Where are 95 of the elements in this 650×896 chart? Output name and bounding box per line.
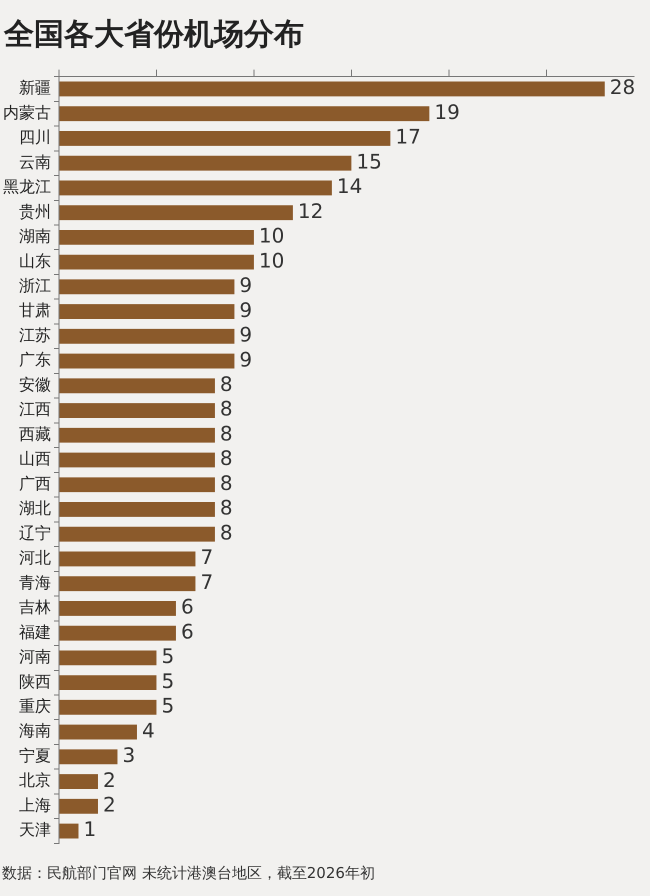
bar: [60, 477, 215, 492]
bar: [60, 403, 215, 418]
data-label: 14: [336, 174, 362, 198]
bar: [60, 328, 234, 344]
bar: [60, 650, 156, 666]
y-tick-label: 西藏: [19, 424, 51, 444]
y-tick-label: 河北: [19, 548, 51, 568]
y-tick-label: 湖北: [19, 498, 51, 518]
bar: [60, 82, 605, 96]
data-label: 28: [610, 75, 636, 100]
data-label: 5: [161, 694, 174, 718]
y-tick-label: 江西: [19, 400, 51, 419]
bar: [60, 798, 98, 814]
y-tick-label: 辽宁: [19, 523, 51, 542]
y-tick-label: 云南: [19, 152, 51, 172]
y-tick-label: 山东: [19, 251, 51, 270]
y-tick-label: 安徽: [19, 374, 51, 394]
data-label: 7: [200, 570, 214, 594]
bar: [60, 626, 176, 641]
data-label: 9: [239, 273, 252, 298]
y-tick-label: 新疆: [19, 78, 51, 98]
data-label: 9: [239, 347, 252, 372]
y-tick-label: 上海: [19, 795, 51, 814]
y-tick-label: 黑龙江: [3, 177, 51, 196]
y-tick-label: 广东: [19, 350, 51, 370]
data-label: 4: [142, 718, 155, 742]
y-tick-label: 福建: [19, 622, 51, 642]
data-label: 8: [220, 396, 233, 421]
y-tick-label: 内蒙古: [3, 102, 51, 122]
data-label: 2: [102, 792, 116, 816]
bar: [60, 526, 215, 542]
bar: [60, 774, 98, 789]
y-tick-label: 贵州: [19, 202, 51, 221]
data-label: 5: [161, 644, 174, 668]
y-tick-label: 北京: [19, 770, 51, 790]
bar: [60, 502, 215, 517]
bar: [60, 354, 234, 368]
bar: [60, 304, 234, 320]
bar: [60, 106, 430, 122]
data-label: 17: [395, 124, 421, 149]
bar: [60, 576, 196, 592]
y-tick-label: 浙江: [19, 276, 51, 296]
data-label: 8: [220, 421, 233, 446]
data-label: 9: [239, 322, 252, 347]
bar: [60, 156, 352, 171]
y-tick-label: 重庆: [19, 696, 51, 716]
y-tick-label: 海南: [19, 721, 51, 740]
bar: [60, 600, 176, 616]
bar: [60, 428, 215, 443]
bar: [60, 724, 137, 740]
data-label: 9: [239, 298, 252, 322]
y-tick-label: 吉林: [19, 598, 51, 617]
data-label: 8: [220, 470, 233, 495]
chart-title: 全国各大省份机场分布: [4, 16, 304, 54]
bar: [60, 452, 215, 468]
bar: [60, 279, 234, 294]
data-label: 6: [180, 619, 194, 644]
data-label: 8: [220, 496, 233, 520]
y-tick-label: 天津: [19, 820, 51, 840]
data-label: 7: [200, 545, 214, 570]
data-label: 3: [122, 743, 136, 768]
data-label: 19: [434, 100, 460, 124]
bar: [60, 700, 156, 715]
y-tick-label: 广西: [19, 474, 51, 493]
text: 数据：民航部门官网 未统计港澳台地区，截至2026年初: [2, 864, 375, 883]
data-label: 10: [258, 248, 284, 272]
bar: [60, 254, 254, 270]
bar: [60, 180, 332, 196]
y-tick-label: 甘肃: [19, 300, 51, 320]
y-tick-label: 湖南: [19, 226, 51, 246]
data-label: 1: [83, 817, 96, 842]
bar: [60, 749, 118, 764]
bar: [60, 205, 293, 220]
bar: [60, 675, 156, 690]
y-tick-label: 山西: [19, 449, 51, 468]
data-label: 8: [220, 446, 233, 470]
bar: [60, 552, 196, 566]
data-label: 10: [258, 224, 284, 248]
bar: [60, 378, 215, 394]
y-tick-label: 宁夏: [19, 746, 51, 765]
y-tick-label: 青海: [19, 572, 51, 592]
bar: [60, 230, 254, 245]
data-label: 8: [220, 520, 233, 544]
bar: [60, 824, 78, 838]
data-label: 8: [220, 372, 233, 396]
data-label: 6: [180, 594, 194, 619]
data-label: 2: [102, 768, 116, 792]
data-label: 12: [298, 198, 324, 223]
bar: [60, 131, 390, 146]
data-label: 5: [161, 668, 174, 693]
y-tick-label: 河南: [19, 647, 51, 666]
y-tick-label: 陕西: [19, 672, 51, 691]
data-label: 15: [356, 149, 382, 174]
y-tick-label: 江苏: [19, 325, 51, 344]
y-tick-label: 四川: [19, 128, 51, 147]
